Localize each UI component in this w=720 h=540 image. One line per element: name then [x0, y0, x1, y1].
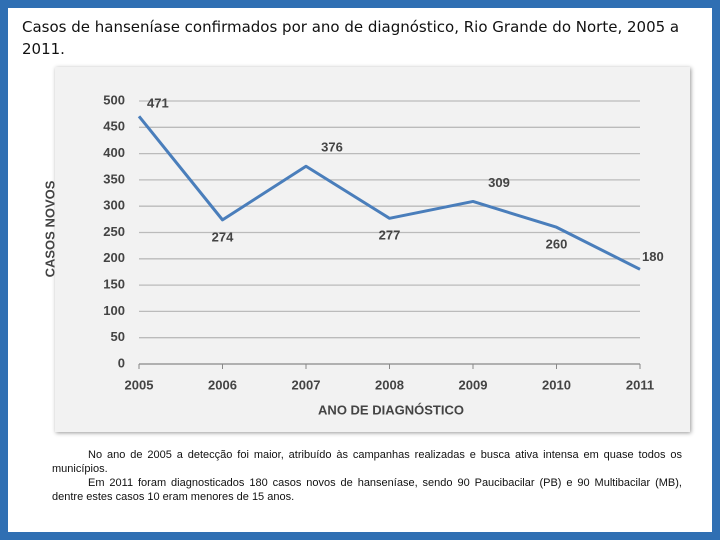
- x-tick-label: 2011: [626, 377, 654, 392]
- y-tick-label: 500: [103, 92, 125, 107]
- y-tick-label: 150: [103, 277, 125, 292]
- x-tick-label: 2010: [542, 377, 571, 392]
- notes: No ano de 2005 a detecção foi maior, atr…: [52, 448, 682, 504]
- y-tick-label: 200: [103, 250, 125, 265]
- chart: ANO DE DIAGNÓSTICO CASOS NOVOS 0 50 100 150…: [42, 92, 664, 417]
- y-tick-label: 100: [103, 303, 125, 318]
- y-tick-label: 400: [103, 145, 125, 160]
- x-tick-label: 2006: [208, 377, 237, 392]
- data-label: 277: [379, 228, 401, 243]
- note: No ano de 2005 a detecção foi maior, atr…: [52, 449, 682, 475]
- y-tick-label: 450: [103, 119, 125, 134]
- y-tick-label: 0: [118, 355, 125, 370]
- x-tick-label: 2005: [125, 377, 154, 392]
- data-label: 274: [212, 229, 234, 244]
- y-tick-label: 300: [103, 198, 125, 213]
- note: Em 2011 foram diagnosticados 180 casos n…: [52, 477, 682, 503]
- y-axis-label: CASOS NOVOS: [42, 180, 57, 277]
- data-label: 180: [642, 249, 664, 264]
- line: [137, 115, 641, 271]
- data-label: 471: [147, 96, 169, 111]
- y-tick-label: 250: [103, 224, 125, 239]
- y-tick-label: 350: [103, 171, 125, 186]
- data-label: 260: [546, 237, 568, 252]
- x-tick-label: 2009: [459, 377, 488, 392]
- x-axis-label: ANO DE DIAGNÓSTICO: [318, 402, 464, 417]
- x-tick-label: 2008: [375, 377, 404, 392]
- data-label: 309: [488, 175, 510, 190]
- slide-title: Casos de hanseníase confirmados por ano …: [22, 18, 680, 58]
- data-label: 376: [321, 140, 343, 155]
- x-tick-label: 2007: [292, 377, 321, 392]
- y-tick-label: 50: [111, 329, 125, 344]
